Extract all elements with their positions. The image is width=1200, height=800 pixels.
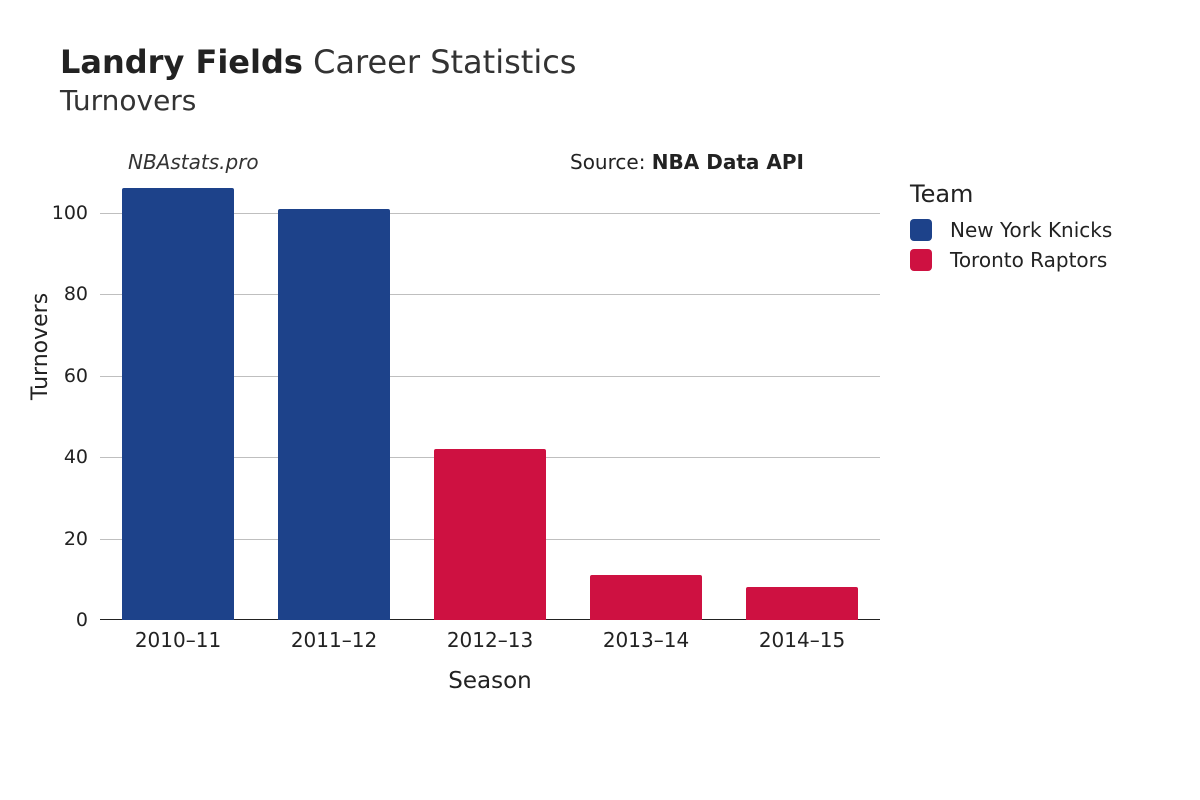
bar — [590, 575, 702, 620]
legend-title: Team — [910, 180, 1112, 208]
credit-source-name: NBA Data API — [652, 150, 804, 174]
bar — [434, 449, 546, 620]
bar — [122, 188, 234, 620]
legend: Team New York Knicks Toronto Raptors — [910, 180, 1112, 278]
x-axis-label: Season — [100, 668, 880, 694]
legend-item: New York Knicks — [910, 218, 1112, 242]
legend-label: Toronto Raptors — [950, 248, 1107, 272]
legend-label: New York Knicks — [950, 218, 1112, 242]
chart-title: Landry Fields Career Statistics — [60, 45, 576, 80]
legend-item: Toronto Raptors — [910, 248, 1112, 272]
y-tick-label: 40 — [28, 446, 88, 468]
title-remainder: Career Statistics — [303, 43, 577, 81]
x-tick-label: 2010–11 — [135, 628, 221, 652]
x-tick-label: 2011–12 — [291, 628, 377, 652]
credit-source: Source: NBA Data API — [570, 150, 804, 174]
plot-area: 0204060801002010–112011–122012–132013–14… — [100, 180, 880, 620]
legend-swatch — [910, 219, 932, 241]
x-tick-label: 2013–14 — [603, 628, 689, 652]
bar — [278, 209, 390, 620]
chart-canvas: Landry Fields Career Statistics Turnover… — [0, 0, 1200, 800]
x-tick-label: 2014–15 — [759, 628, 845, 652]
title-player-name: Landry Fields — [60, 43, 303, 81]
credit-source-prefix: Source: — [570, 150, 652, 174]
bar — [746, 587, 858, 620]
y-tick-label: 0 — [28, 609, 88, 631]
y-axis-label: Turnovers — [28, 293, 53, 400]
y-tick-label: 20 — [28, 528, 88, 550]
y-tick-label: 100 — [28, 202, 88, 224]
x-tick-label: 2012–13 — [447, 628, 533, 652]
credit-site: NBAstats.pro — [128, 150, 259, 174]
title-block: Landry Fields Career Statistics Turnover… — [60, 45, 576, 117]
legend-swatch — [910, 249, 932, 271]
chart-subtitle: Turnovers — [60, 84, 576, 117]
